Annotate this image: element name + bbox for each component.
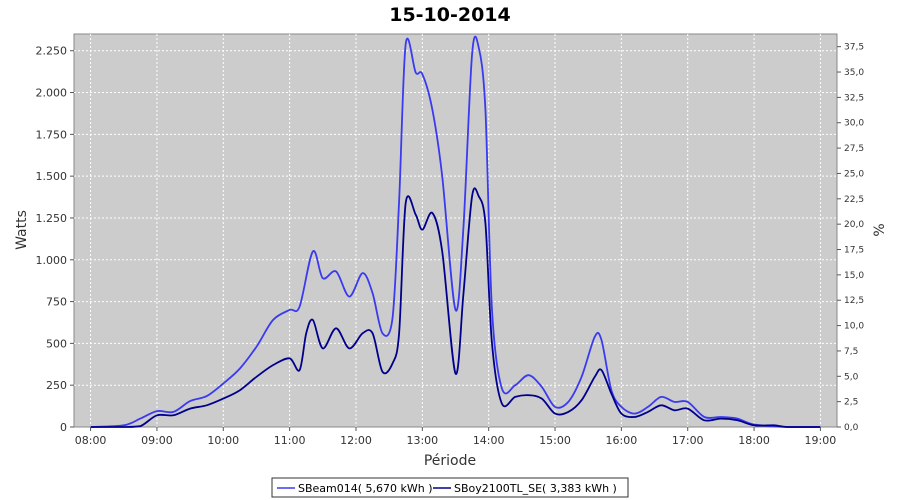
y2-tick-label: 32,5 xyxy=(844,93,864,103)
y-tick-label: 1.500 xyxy=(36,170,68,183)
chart-title: 15-10-2014 xyxy=(389,4,511,26)
y2-tick-label: 10,0 xyxy=(844,322,864,332)
y2-tick-label: 12,5 xyxy=(844,296,864,306)
y-tick-label: 2.250 xyxy=(36,45,68,58)
x-tick-label: 12:00 xyxy=(340,434,372,447)
y2-tick-label: 35,0 xyxy=(844,68,864,78)
y-axis-label: Watts xyxy=(14,210,30,250)
series-line-1 xyxy=(90,187,821,428)
y2-tick-label: 7,5 xyxy=(844,347,858,357)
y2-axis-label: % xyxy=(872,223,888,236)
y2-tick-label: 27,5 xyxy=(844,144,864,154)
axis-layer: 0 250 500 750 1.000 1.250 1.500 1.750 2.000 2.250… xyxy=(36,43,865,447)
x-tick-label: 19:00 xyxy=(805,434,837,447)
x-tick-label: 17:00 xyxy=(672,434,704,447)
y-tick-label: 0 xyxy=(60,421,67,434)
grid-layer xyxy=(74,34,837,427)
y2-tick-label: 17,5 xyxy=(844,246,864,256)
y-tick-label: 1.250 xyxy=(36,212,68,225)
x-tick-label: 16:00 xyxy=(606,434,638,447)
y2-tick-label: 20,0 xyxy=(844,220,864,230)
y2-tick-label: 30,0 xyxy=(844,119,864,129)
series-line-0 xyxy=(90,35,821,428)
x-tick-label: 08:00 xyxy=(75,434,107,447)
legend: SBeam014( 5,670 kWh ) SBoy2100TL_SE( 3,3… xyxy=(271,477,629,498)
y-tick-label: 500 xyxy=(46,337,67,350)
y-tick-label: 1.750 xyxy=(36,128,68,141)
y2-tick-label: 25,0 xyxy=(844,169,864,179)
y2-tick-label: 22,5 xyxy=(844,195,864,205)
x-tick-label: 11:00 xyxy=(274,434,306,447)
x-tick-label: 09:00 xyxy=(141,434,173,447)
x-tick-label: 14:00 xyxy=(473,434,505,447)
y2-tick-label: 2,5 xyxy=(844,398,858,408)
y2-tick-label: 5,0 xyxy=(844,372,859,382)
series-layer xyxy=(90,35,821,428)
y-tick-label: 2.000 xyxy=(36,87,68,100)
legend-item-sbeam: SBeam014( 5,670 kWh ) xyxy=(298,482,433,495)
x-axis-label: Période xyxy=(424,453,476,469)
x-tick-label: 13:00 xyxy=(406,434,438,447)
x-tick-label: 18:00 xyxy=(738,434,770,447)
y2-tick-label: 15,0 xyxy=(844,271,864,281)
y-tick-label: 1.000 xyxy=(36,254,68,267)
x-tick-label: 15:00 xyxy=(539,434,571,447)
y-tick-label: 250 xyxy=(46,379,67,392)
y-tick-label: 750 xyxy=(46,296,67,309)
y2-tick-label: 0,0 xyxy=(844,423,859,433)
x-tick-label: 10:00 xyxy=(207,434,239,447)
legend-item-sboy: SBoy2100TL_SE( 3,383 kWh ) xyxy=(454,482,617,495)
plot-area xyxy=(73,33,838,428)
y2-tick-label: 37,5 xyxy=(844,43,864,53)
